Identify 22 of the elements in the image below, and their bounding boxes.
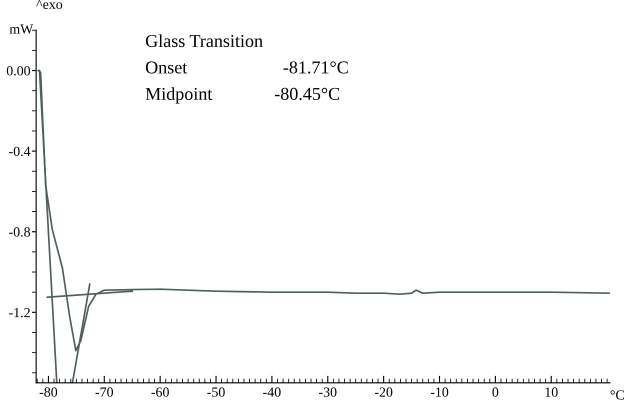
- y-tick-label: -0.8: [9, 227, 30, 237]
- x-tick-label: -10: [430, 387, 448, 397]
- x-axis-title: °C: [610, 390, 624, 400]
- y-axis-title: mW: [10, 24, 34, 34]
- x-tick-label: 10: [546, 387, 558, 397]
- annotation: Glass Transition: [146, 34, 263, 48]
- annotation: -81.71°C: [284, 61, 348, 74]
- x-tick-label: -80: [40, 387, 58, 397]
- annotation: -80.45°C: [274, 88, 340, 100]
- annotation: Onset: [146, 61, 188, 74]
- x-tick-label: -20: [374, 387, 392, 397]
- x-tick-label: -60: [151, 387, 169, 397]
- x-tick-label: 0: [492, 387, 498, 397]
- x-tick-label: -50: [207, 387, 225, 397]
- x-tick-label: -70: [96, 387, 114, 397]
- y-tick-label: -1.2: [9, 308, 30, 318]
- y-tick-label: -0.4: [9, 146, 30, 156]
- chart-title: ^exo: [36, 0, 62, 10]
- x-tick-label: -40: [263, 387, 281, 397]
- x-tick-label: -30: [319, 387, 336, 397]
- y-tick-label: 0.00: [6, 66, 30, 76]
- annotation: Midpoint: [146, 87, 212, 104]
